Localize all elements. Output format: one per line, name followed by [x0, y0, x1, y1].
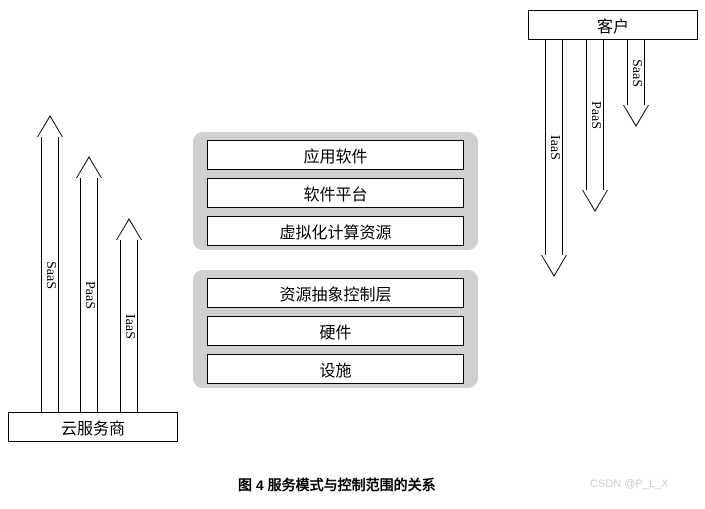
arrow-down-shaft-iaas: IaaS — [545, 40, 563, 255]
arrow-down-head-iaas — [541, 255, 567, 277]
layer-facility: 设施 — [207, 354, 464, 384]
layer-label: 资源抽象控制层 — [279, 281, 391, 305]
arrow-down-head-paas — [582, 190, 608, 212]
arrow-label: PaaS — [587, 101, 603, 129]
arrow-up-shaft-paas: PaaS — [80, 178, 98, 412]
customer-box: 客户 — [528, 10, 698, 40]
layer-label: 硬件 — [319, 319, 351, 343]
layer-label: 软件平台 — [303, 181, 367, 205]
arrow-label: SaaS — [42, 261, 58, 289]
layer-label: 虚拟化计算资源 — [279, 219, 391, 243]
layer-virtualized-compute: 虚拟化计算资源 — [207, 216, 464, 246]
arrow-up-head-saas — [37, 115, 63, 137]
layer-hardware: 硬件 — [207, 316, 464, 346]
customer-label: 客户 — [597, 13, 629, 37]
layer-software-platform: 软件平台 — [207, 178, 464, 208]
arrow-up-shaft-saas: SaaS — [41, 137, 59, 412]
arrow-up-head-iaas — [116, 218, 142, 240]
arrow-up-shaft-iaas: IaaS — [120, 240, 138, 412]
arrow-label: PaaS — [81, 281, 97, 309]
watermark-text: CSDN @P_L_X — [590, 478, 668, 490]
layer-resource-abstraction: 资源抽象控制层 — [207, 278, 464, 308]
arrow-up-head-paas — [76, 156, 102, 178]
figure-caption: 图 4 服务模式与控制范围的关系 — [238, 475, 436, 495]
arrow-label: IaaS — [546, 135, 562, 160]
provider-box: 云服务商 — [8, 412, 178, 442]
arrow-down-head-saas — [623, 105, 649, 127]
arrow-down-shaft-saas: SaaS — [627, 40, 645, 105]
layer-label: 应用软件 — [303, 143, 367, 167]
arrow-label: IaaS — [121, 314, 137, 339]
provider-label: 云服务商 — [61, 415, 125, 439]
layer-label: 设施 — [319, 357, 351, 381]
layer-app-software: 应用软件 — [207, 140, 464, 170]
arrow-label: SaaS — [628, 59, 644, 87]
arrow-down-shaft-paas: PaaS — [586, 40, 604, 190]
